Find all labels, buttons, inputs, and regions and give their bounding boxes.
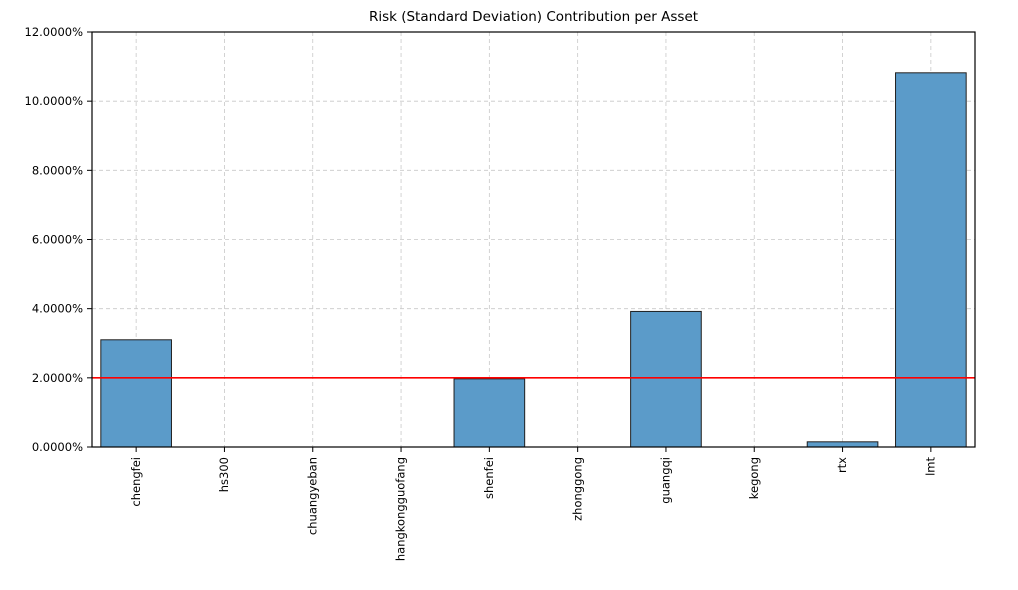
- x-tick-label: guangqi: [659, 457, 673, 504]
- y-tick-label: 4.0000%: [32, 302, 83, 316]
- plot-border: [91, 31, 976, 448]
- x-tick-label: hs300: [217, 457, 231, 492]
- x-tick-label: kegong: [747, 457, 761, 499]
- y-tick-label: 6.0000%: [32, 233, 83, 247]
- bar-shenfei: [453, 378, 526, 448]
- y-tick-label: 2.0000%: [32, 371, 83, 385]
- chart-title: Risk (Standard Deviation) Contribution p…: [368, 9, 699, 25]
- x-tick-label: chuangyeban: [305, 457, 319, 535]
- y-tick-label: 10.0000%: [25, 94, 84, 108]
- bar-chengfei: [100, 339, 172, 448]
- y-tick-label: 12.0000%: [25, 25, 84, 39]
- bar-lmt: [895, 72, 967, 448]
- bar-rtx: [806, 441, 879, 448]
- x-tick-label: chengfei: [129, 457, 143, 507]
- x-tick-label: lmt: [924, 457, 938, 476]
- x-tick-label: hangkongguofang: [394, 457, 408, 561]
- x-tick-label: rtx: [835, 457, 849, 473]
- x-tick-label: zhonggong: [570, 457, 584, 521]
- y-tick-label: 0.0000%: [32, 440, 83, 454]
- bar-guangqi: [630, 310, 702, 448]
- x-tick-label: shenfei: [482, 457, 496, 499]
- y-tick-label: 8.0000%: [32, 163, 83, 177]
